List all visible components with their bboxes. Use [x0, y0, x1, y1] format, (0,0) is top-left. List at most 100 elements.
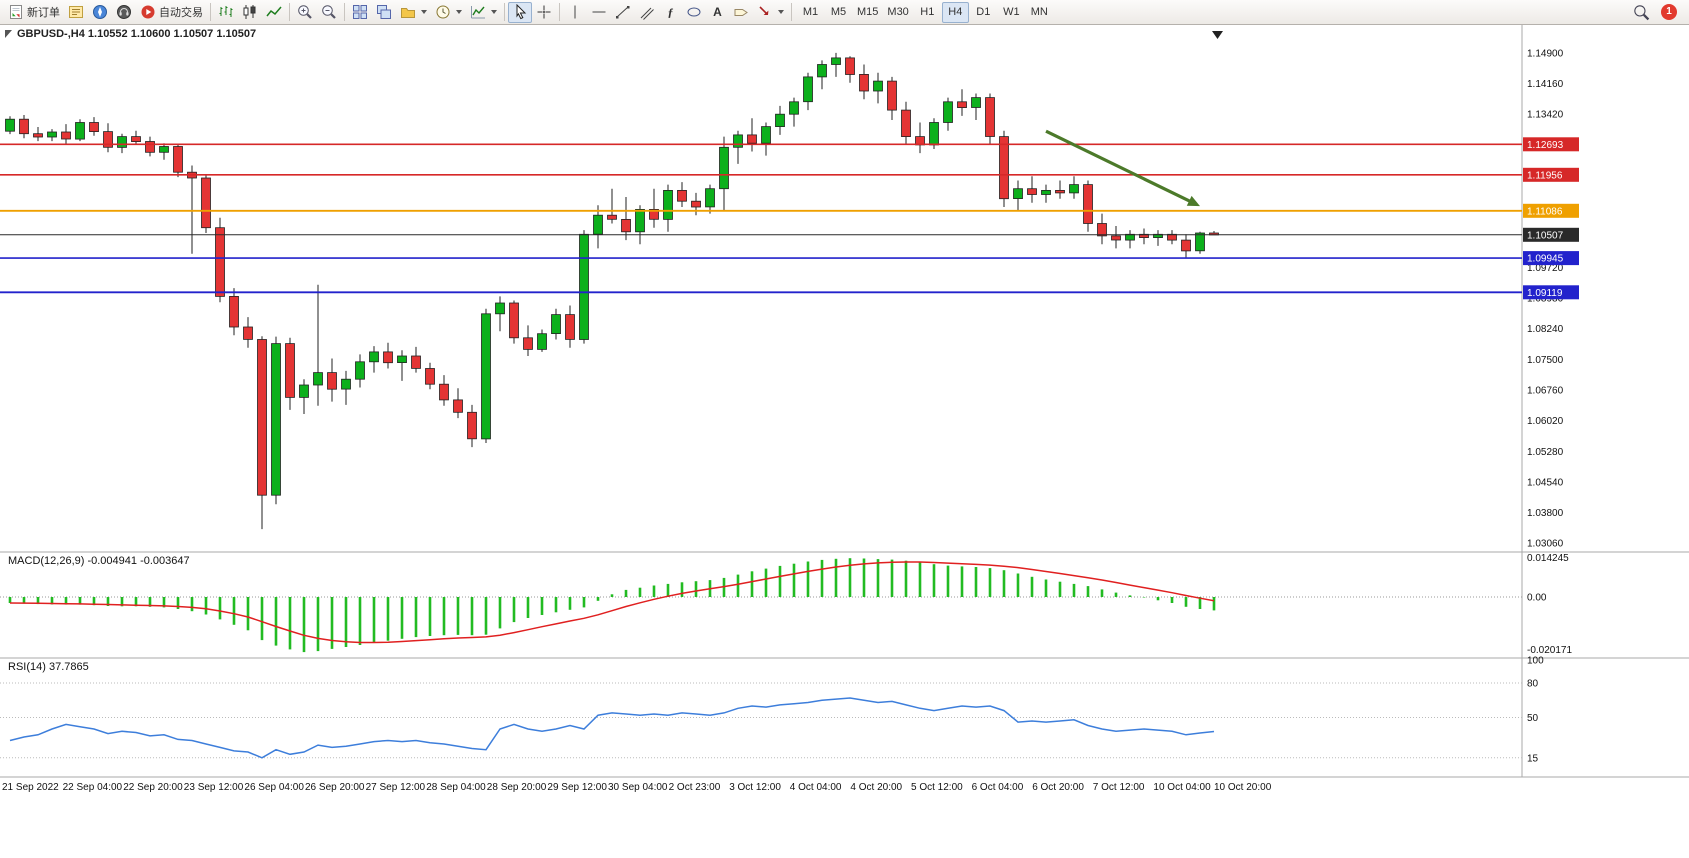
macd-scale-label: 0.014245 [1527, 553, 1569, 564]
time-axis-label: 5 Oct 12:00 [911, 782, 963, 793]
arrows-button[interactable] [753, 2, 788, 23]
zoom-in-icon [298, 5, 312, 19]
toolbar-separator [344, 3, 345, 21]
bar-chart-button[interactable] [214, 2, 238, 23]
bar-chart-icon [219, 6, 233, 17]
new-order-button[interactable]: 新订单 [4, 2, 64, 23]
tile-windows-button[interactable] [348, 2, 372, 23]
line-chart-button[interactable] [262, 2, 286, 23]
timeframe-h1-button[interactable]: H1 [914, 2, 941, 23]
autotrading-button[interactable]: 自动交易 [136, 2, 207, 23]
timeframe-d1-button[interactable]: D1 [970, 2, 997, 23]
channel-icon [640, 7, 654, 20]
toolbar-separator [210, 3, 211, 21]
price-badge-label: 1.09119 [1527, 288, 1563, 299]
period-button[interactable] [431, 2, 466, 23]
line-chart-icon [266, 6, 282, 17]
timeframe-group: M1 M5 M15 M30 H1 H4 D1 W1 MN [797, 1, 1053, 23]
indicators-icon [471, 6, 485, 19]
crosshair-button[interactable] [532, 2, 556, 23]
time-axis-label: 3 Oct 12:00 [729, 782, 781, 793]
text-button[interactable]: A [706, 2, 729, 23]
price-scale-label: 1.07500 [1527, 355, 1564, 366]
time-axis-label: 4 Oct 20:00 [850, 782, 902, 793]
price-scale-label: 1.06020 [1527, 416, 1564, 427]
fibonacci-icon: ƒ [667, 4, 674, 19]
time-axis-label: 10 Oct 20:00 [1214, 782, 1272, 793]
channel-button[interactable] [635, 2, 659, 23]
price-badge-label: 1.11956 [1527, 170, 1563, 181]
chart-markers[interactable] [5, 30, 1223, 39]
candlestick-chart-button[interactable] [238, 2, 262, 23]
toolbar-separator [791, 3, 792, 21]
rsi-scale-label: 100 [1527, 656, 1544, 667]
vertical-line-button[interactable] [563, 2, 587, 23]
time-axis-label: 26 Sep 20:00 [305, 782, 365, 793]
timeframe-m30-button[interactable]: M30 [883, 2, 912, 23]
timeframe-h4-button[interactable]: H4 [941, 1, 969, 23]
chart-title: GBPUSD-,H4 1.10552 1.10600 1.10507 1.105… [17, 28, 257, 40]
crosshair-icon [537, 5, 551, 19]
price-scale-label: 1.09720 [1527, 263, 1564, 274]
time-axis-label: 29 Sep 12:00 [547, 782, 607, 793]
trend-arrow[interactable] [1045, 129, 1200, 207]
terminal-button[interactable] [112, 2, 136, 23]
search-button[interactable] [1629, 2, 1654, 23]
rsi-indicator-label: RSI(14) 37.7865 [8, 661, 89, 673]
price-scale-label: 1.08240 [1527, 324, 1564, 335]
cascade-windows-button[interactable] [372, 2, 396, 23]
scroll-shift-marker [1212, 31, 1223, 39]
rsi-scale-label: 80 [1527, 679, 1539, 690]
time-axis-label: 2 Oct 23:00 [669, 782, 721, 793]
cascade-windows-icon [377, 5, 391, 19]
price-scale-label: 1.13420 [1527, 110, 1564, 121]
horizontal-level-lines[interactable] [0, 143, 1522, 294]
time-axis-label: 6 Oct 04:00 [972, 782, 1024, 793]
horizontal-line-button[interactable] [587, 2, 611, 23]
zoom-in-button[interactable] [293, 2, 317, 23]
market-watch-button[interactable] [64, 2, 88, 23]
trendline-icon [616, 6, 630, 19]
tile-windows-icon [353, 5, 367, 19]
cursor-button[interactable] [508, 1, 532, 23]
cursor-icon [516, 4, 527, 20]
timeframe-m5-button[interactable]: M5 [825, 2, 852, 23]
chevron-down-icon [778, 10, 784, 14]
toolbar-separator [504, 3, 505, 21]
time-axis[interactable]: 21 Sep 2022 22 Sep 04:00 22 Sep 20:00 23 Se… [2, 782, 1272, 793]
navigator-icon [93, 5, 107, 19]
time-axis-label: 28 Sep 20:00 [487, 782, 547, 793]
zoom-out-button[interactable] [317, 2, 341, 23]
candles [5, 52, 1219, 530]
pane-separators [0, 25, 1689, 778]
navigator-button[interactable] [88, 2, 112, 23]
autotrading-label: 自动交易 [159, 7, 203, 19]
fibonacci-button[interactable]: ƒ [659, 2, 682, 23]
notification-badge[interactable]: 1 [1661, 4, 1677, 20]
folder-icon [401, 8, 415, 18]
timeframe-m15-button[interactable]: M15 [853, 2, 882, 23]
price-badge-label: 1.11086 [1527, 206, 1563, 217]
timeframe-w1-button[interactable]: W1 [998, 2, 1025, 23]
profiles-button[interactable] [396, 2, 431, 23]
rsi-scale-label: 50 [1527, 713, 1539, 724]
time-axis-label: 22 Sep 04:00 [63, 782, 123, 793]
time-axis-label: 10 Oct 04:00 [1153, 782, 1211, 793]
time-axis-label: 4 Oct 04:00 [790, 782, 842, 793]
indicators-button[interactable] [466, 2, 501, 23]
timeframe-mn-button[interactable]: MN [1026, 2, 1053, 23]
time-axis-label: 27 Sep 12:00 [366, 782, 426, 793]
shapes-button[interactable] [682, 2, 706, 23]
time-axis-label: 22 Sep 20:00 [123, 782, 183, 793]
price-badge-label: 1.12693 [1527, 140, 1564, 151]
trendline-button[interactable] [611, 2, 635, 23]
label-button[interactable] [729, 2, 753, 23]
timeframe-m1-button[interactable]: M1 [797, 2, 824, 23]
price-scale-label: 1.03060 [1527, 539, 1564, 550]
text-icon: A [713, 5, 722, 19]
time-axis-label: 21 Sep 2022 [2, 782, 59, 793]
price-scale-label: 1.14160 [1527, 79, 1564, 90]
horizontal-line-icon [592, 11, 606, 13]
clock-icon [436, 5, 450, 19]
